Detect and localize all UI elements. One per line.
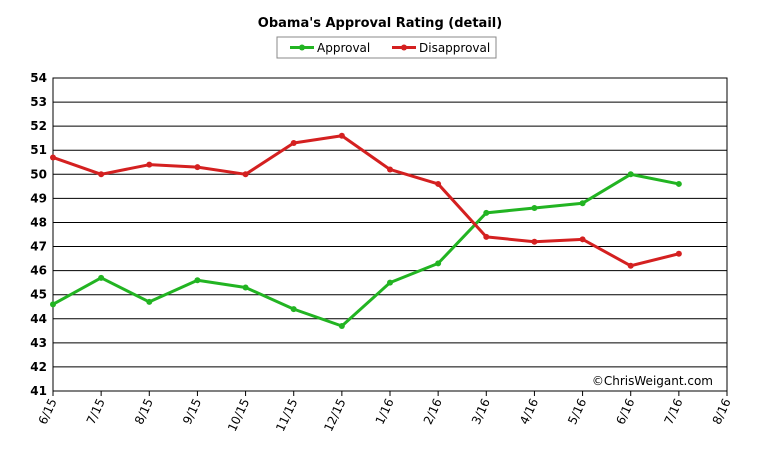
point <box>146 161 153 168</box>
point <box>242 171 249 178</box>
point <box>387 166 393 173</box>
line <box>52 172 680 328</box>
x-tick-label: 8/15 <box>132 396 156 426</box>
y-tick-label: 47 <box>30 240 47 254</box>
legend <box>276 36 497 59</box>
y-tick-label: 46 <box>30 264 47 278</box>
point <box>98 171 105 178</box>
chart-title: Obama's Approval Rating (detail) <box>258 16 502 31</box>
y-tick-label: 50 <box>30 167 47 181</box>
legend-swatch <box>299 44 305 51</box>
y-tick-label: 43 <box>30 336 47 350</box>
y-tick-label: 53 <box>30 95 47 109</box>
point <box>290 140 297 147</box>
plot-border <box>52 77 728 392</box>
annotation: ©ChrisWeigant.com <box>592 374 713 388</box>
line <box>52 134 680 268</box>
x-tick-label: 6/15 <box>36 396 60 426</box>
point <box>531 205 538 212</box>
point <box>194 277 201 284</box>
x-tick-label: 1/16 <box>373 396 397 426</box>
point <box>531 238 538 245</box>
x-tick-label: 6/16 <box>613 396 637 426</box>
y-tick-label: 44 <box>30 312 47 326</box>
point <box>675 180 682 187</box>
y-tick-label: 45 <box>30 288 47 302</box>
x-tick-label: 10/15 <box>225 396 252 433</box>
point <box>290 306 297 313</box>
y-tick-label: 54 <box>30 71 47 85</box>
y-tick-label: 42 <box>30 360 47 374</box>
point <box>194 164 201 171</box>
point <box>483 233 490 240</box>
x-tick-label: 8/16 <box>710 396 734 426</box>
point <box>338 132 345 139</box>
point <box>146 298 153 305</box>
point <box>387 279 393 286</box>
point <box>579 200 586 207</box>
x-tick-label: 11/15 <box>273 396 300 433</box>
y-tick-label: 41 <box>30 384 47 398</box>
point <box>435 180 442 187</box>
legend-swatch <box>401 44 407 51</box>
x-tick-label: 9/15 <box>180 396 204 426</box>
point <box>579 236 586 243</box>
x-tick-label: 7/15 <box>84 396 108 426</box>
point <box>242 284 249 291</box>
y-tick-label: 52 <box>30 119 47 133</box>
x-tick-label: 7/16 <box>661 396 685 426</box>
legend-label: Disapproval <box>419 41 490 55</box>
y-tick-label: 49 <box>30 191 47 205</box>
x-tick-label: 2/16 <box>421 396 445 426</box>
point <box>627 171 634 178</box>
x-tick-label: 12/15 <box>321 396 348 433</box>
point <box>627 262 634 269</box>
point <box>98 274 105 281</box>
y-tick-label: 48 <box>30 215 47 229</box>
point <box>483 209 490 216</box>
y-tick-label: 51 <box>30 143 47 157</box>
point <box>675 250 682 257</box>
point <box>338 322 345 329</box>
point <box>435 260 442 267</box>
point <box>50 154 56 161</box>
legend-label: Approval <box>317 41 370 55</box>
x-tick-label: 5/16 <box>565 396 589 426</box>
x-tick-label: 4/16 <box>517 396 541 426</box>
x-tick-label: 3/16 <box>469 396 493 426</box>
point <box>50 301 56 308</box>
